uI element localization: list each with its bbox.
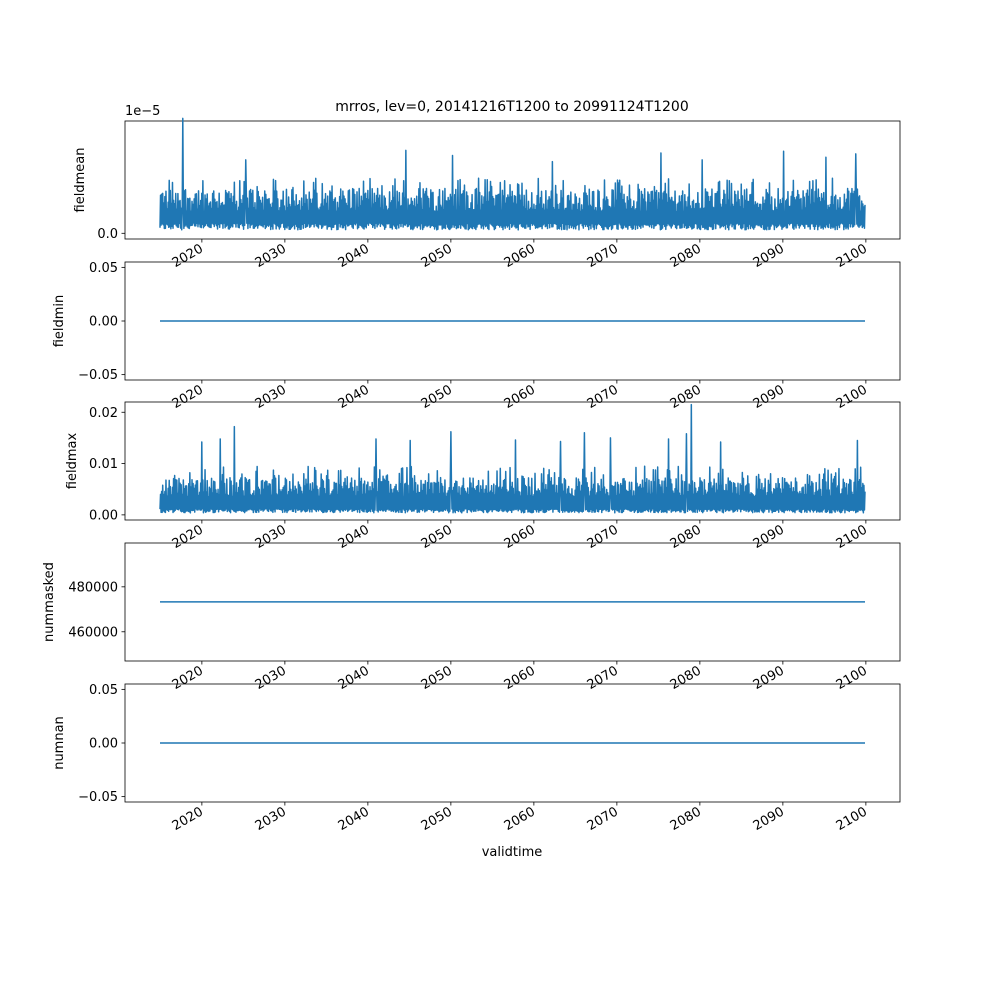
x-tick-label: 2080 [668,522,704,552]
y-tick-label: 0.00 [89,508,118,523]
x-tick-label: 2020 [170,241,206,271]
chart-title: mrros, lev=0, 20141216T1200 to 20991124T… [335,99,689,115]
x-tick-label: 2090 [751,382,787,412]
x-tick-label: 2020 [170,382,206,412]
x-tick-label: 2080 [668,663,704,693]
x-tick-label: 2050 [419,382,455,412]
x-tick-label: 2040 [336,663,372,693]
x-tick-label: 2030 [253,522,289,552]
x-tick-label: 2060 [502,522,538,552]
x-tick-label: 2080 [668,804,704,834]
x-tick-label: 2070 [585,241,621,271]
y-axis-label: numnan [52,716,67,770]
x-tick-label: 2020 [170,804,206,834]
panel-fieldmean: 0.00.51.01e−5fieldmean202020302040205020… [73,104,901,271]
x-tick-label: 2020 [170,522,206,552]
series-line [159,117,866,231]
x-tick-label: 2050 [419,804,455,834]
x-tick-label: 2040 [336,382,372,412]
axes-frame [124,542,901,662]
y-tick-label: 0.01 [89,457,118,472]
panel-fieldmin: −0.05 0.00 0.05 fieldmin 2020 2030 2040 2050 206… [52,261,901,412]
y-axis-label: fieldmean [73,148,88,213]
x-tick-label: 2060 [502,804,538,834]
x-tick-label: 2020 [170,663,206,693]
y-tick-label: 0.05 [89,261,118,276]
x-tick-label: 2040 [336,804,372,834]
x-tick-label: 2070 [585,804,621,834]
x-axis-label: validtime [482,845,543,860]
x-tick-label: 2030 [253,382,289,412]
x-tick-label: 2090 [751,804,787,834]
x-tick-label: 2060 [502,663,538,693]
x-tick-label: 2090 [751,663,787,693]
panel-nummasked: 460000 480000 nummasked 2020 2030 2040 2050 206… [42,542,901,693]
panel-fieldmax: 0.00 0.01 0.02 fieldmax 2020 2030 2040 2050 2060… [65,401,901,552]
y-axis-label: fieldmin [52,295,67,348]
x-tick-label: 2100 [834,241,870,271]
axes-frame [124,401,901,521]
x-tick-label: 2070 [585,382,621,412]
x-tick-label: 2030 [253,241,289,271]
x-tick-label: 2070 [585,522,621,552]
y-offset-label: 1e−5 [125,104,160,119]
y-tick-label: 480000 [68,580,118,595]
panel-numnan: −0.05 0.00 0.05 numnan 2020 2030 2040 2050 2060 2… [52,683,901,834]
y-tick-label: 0.0 [97,227,118,242]
x-tick-label: 2080 [668,241,704,271]
axes-frame [124,120,901,240]
y-tick-label: 460000 [68,625,118,640]
x-tick-label: 2100 [834,804,870,834]
x-tick-label: 2030 [253,804,289,834]
x-tick-label: 2060 [502,382,538,412]
series-line [159,403,866,514]
x-tick-label: 2080 [668,382,704,412]
x-tick-label: 2090 [751,241,787,271]
y-tick-label: 0.02 [89,406,118,421]
y-tick-label: 0.00 [89,737,118,752]
y-axis-label: nummasked [42,562,57,642]
x-tick-label: 2050 [419,241,455,271]
x-tick-label: 2070 [585,663,621,693]
x-tick-label: 2100 [834,522,870,552]
y-tick-label: 0.00 [89,315,118,330]
x-tick-label: 2060 [502,241,538,271]
x-tick-label: 2090 [751,522,787,552]
x-tick-label: 2040 [336,241,372,271]
x-tick-label: 2100 [834,663,870,693]
y-tick-label: −0.05 [78,790,118,805]
x-tick-label: 2100 [834,382,870,412]
y-tick-label: −0.05 [78,368,118,383]
x-tick-label: 2040 [336,522,372,552]
x-tick-label: 2030 [253,663,289,693]
y-tick-label: 0.05 [89,683,118,698]
y-axis-label: fieldmax [65,433,80,490]
x-tick-label: 2050 [419,663,455,693]
x-tick-label: 2050 [419,522,455,552]
